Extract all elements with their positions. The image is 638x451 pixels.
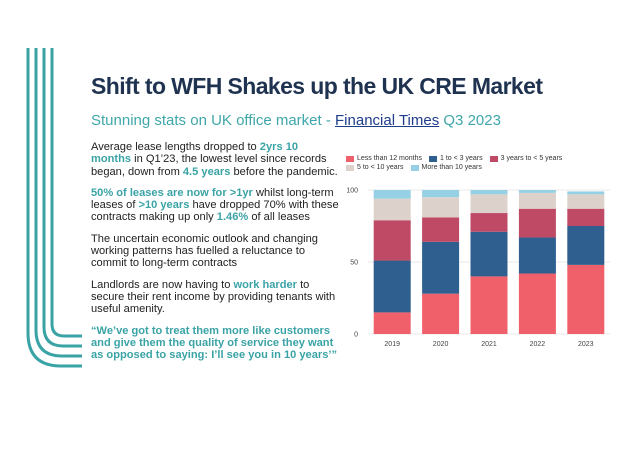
bar-2022-series-2 [518, 208, 556, 238]
subtitle: Stunning stats on UK office market - Fin… [91, 112, 501, 129]
legend-row-2: 5 to < 10 years More than 10 years [346, 164, 608, 171]
source-link[interactable]: Financial Times [335, 112, 440, 129]
p4-highlight-work-harder: work harder [233, 278, 297, 291]
bar-2019-series-0 [373, 312, 411, 334]
p2-text-b: whilst long-term leases of [91, 186, 334, 212]
legend-swatch-3 [346, 164, 354, 171]
bar-2022-series-0 [518, 273, 556, 334]
bar-2023-series-4 [567, 191, 605, 195]
x-tick-label: 2019 [384, 341, 400, 348]
quote: “We’ve got to treat them more like custo… [91, 324, 337, 362]
legend-row-1: Less than 12 months 1 to < 3 years 3 yea… [346, 155, 608, 162]
legend-item-more-than-10-years: More than 10 years [410, 164, 482, 171]
decorative-lines-graphic [26, 48, 82, 368]
bar-2019-series-3 [373, 198, 411, 221]
legend-swatch-2 [489, 155, 498, 162]
chart-plot: 0 50 100 2019 2020 2021 2022 2023 [346, 188, 610, 348]
bar-2019-series-4 [373, 190, 411, 199]
bar-2021-series-3 [470, 194, 508, 214]
bar-2019-series-2 [373, 220, 411, 261]
bar-2021-series-2 [470, 213, 508, 232]
legend-item-3-to-5-years: 3 years to < 5 years [489, 155, 563, 162]
bar-2020-series-3 [422, 197, 460, 218]
paragraph-lease-lengths: Average lease lengths dropped to 2yrs 10… [91, 141, 341, 178]
legend-label-3: 5 to < 10 years [357, 164, 404, 171]
legend-item-5-to-10-years: 5 to < 10 years [346, 164, 404, 171]
bar-2023-series-1 [567, 226, 605, 265]
legend-item-less-than-12-months: Less than 12 months [346, 155, 422, 162]
p4-text-a: Landlords are now having to [91, 278, 234, 291]
body-text: Average lease lengths dropped to 2yrs 10… [91, 141, 341, 370]
bar-2022-series-1 [518, 237, 556, 274]
legend-swatch-0 [346, 155, 354, 162]
y-tick-label: 50 [350, 260, 358, 267]
y-tick-label: 100 [346, 188, 358, 195]
legend-label-0: Less than 12 months [357, 155, 422, 162]
x-tick-label: 2021 [481, 341, 497, 348]
paragraph-lease-share: 50% of leases are now for >1yr whilst lo… [91, 187, 341, 224]
y-tick-label: 0 [354, 332, 358, 339]
p2-text-d: have dropped 70% with these contracts ma… [91, 199, 339, 224]
p2-highlight-percent: 1.46% [216, 211, 249, 224]
legend-swatch-4 [410, 164, 419, 171]
page-title: Shift to WFH Shakes up the UK CRE Market [91, 73, 543, 99]
p1-text-a: Average lease lengths dropped to [91, 141, 260, 153]
p2-text-f: of all leases [248, 211, 310, 224]
x-tick-label: 2023 [578, 341, 594, 348]
legend-label-1: 1 to < 3 years [440, 155, 483, 162]
bar-2023-series-0 [567, 264, 605, 334]
p4-text-c: to secure their rent income by providing… [91, 278, 336, 316]
subtitle-suffix: Q3 2023 [439, 112, 501, 129]
chart-legend: Less than 12 months 1 to < 3 years 3 yea… [346, 155, 608, 173]
p1-text-c: in Q1’23, the lowest level since records… [91, 153, 327, 178]
paragraph-outlook: The uncertain economic outlook and chang… [91, 232, 318, 270]
bar-2021-series-4 [470, 190, 508, 195]
bar-2020-series-1 [422, 241, 460, 294]
legend-item-1-to-3-years: 1 to < 3 years [429, 155, 483, 162]
p1-highlight-prepandemic: 4.5 years [182, 165, 231, 178]
bar-2022-series-3 [518, 192, 556, 209]
bar-2022-series-4 [518, 190, 556, 193]
p1-text-e: before the pandemic. [230, 165, 338, 178]
bar-2019-series-1 [373, 260, 411, 313]
bar-2021-series-1 [470, 231, 508, 277]
bar-2021-series-0 [470, 276, 508, 334]
paragraph-landlords: Landlords are now having to work harder … [91, 279, 341, 316]
bar-2023-series-3 [567, 194, 605, 209]
bar-2020-series-2 [422, 217, 460, 242]
x-tick-label: 2020 [433, 341, 449, 348]
lease-length-chart: Less than 12 months 1 to < 3 years 3 yea… [340, 150, 615, 355]
p1-highlight-duration: 2yrs 10 months [91, 141, 299, 166]
legend-swatch-1 [429, 155, 437, 162]
p2-highlight-share: 50% of leases are now for >1yr [91, 186, 253, 199]
x-tick-label: 2022 [530, 341, 546, 348]
bar-2020-series-4 [422, 190, 460, 198]
subtitle-prefix: Stunning stats on UK office market - [91, 112, 336, 129]
bar-2020-series-0 [422, 293, 460, 334]
legend-label-2: 3 years to < 5 years [500, 155, 563, 162]
legend-label-4: More than 10 years [421, 164, 482, 171]
p2-highlight-10yrs: >10 years [138, 199, 190, 212]
bar-2023-series-2 [567, 208, 605, 226]
